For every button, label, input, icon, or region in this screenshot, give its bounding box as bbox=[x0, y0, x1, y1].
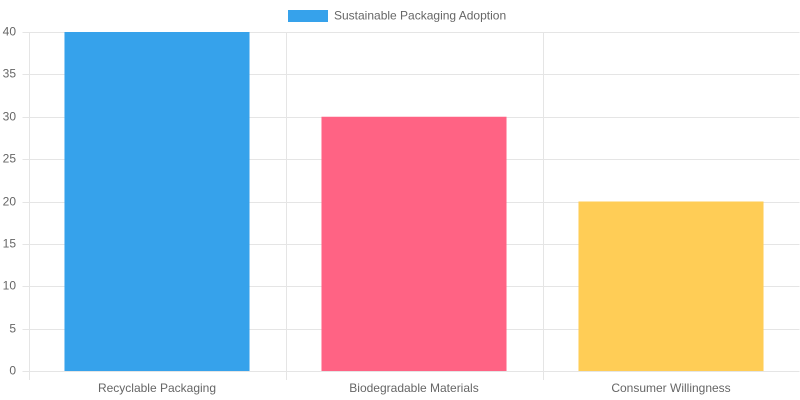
legend-item: Sustainable Packaging Adoption bbox=[288, 9, 506, 23]
y-tick-label: 30 bbox=[3, 110, 17, 124]
y-tick-label: 20 bbox=[3, 195, 17, 209]
x-tick-label: Biodegradable Materials bbox=[349, 381, 478, 395]
y-tick-label: 0 bbox=[9, 364, 16, 378]
legend-swatch bbox=[288, 10, 328, 22]
x-tick-label: Recyclable Packaging bbox=[98, 381, 216, 395]
y-tick-label: 25 bbox=[3, 152, 17, 166]
bar bbox=[578, 201, 764, 371]
legend-label: Sustainable Packaging Adoption bbox=[334, 9, 506, 23]
y-tick-label: 15 bbox=[3, 237, 17, 251]
bar bbox=[321, 116, 507, 371]
y-tick-label: 5 bbox=[9, 322, 16, 336]
y-tick-label: 40 bbox=[3, 25, 17, 39]
y-tick-label: 10 bbox=[3, 279, 17, 293]
x-tick-label: Consumer Willingness bbox=[611, 381, 730, 395]
bar bbox=[64, 32, 250, 371]
y-tick-label: 35 bbox=[3, 67, 17, 81]
